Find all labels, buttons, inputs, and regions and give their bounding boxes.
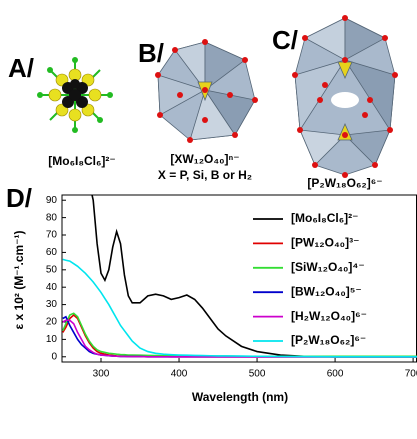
panel-label: B/ (138, 38, 164, 68)
y-tick-label: 30 (46, 299, 58, 310)
data-line (62, 319, 417, 358)
legend-label: [PW₁₂O₄₀]³⁻ (291, 236, 359, 250)
legend-label: [Mo₆I₈Cl₆]²⁻ (291, 211, 359, 225)
x-tick-label: 400 (171, 369, 188, 380)
panel-label: A/ (8, 53, 34, 83)
y-tick-label: 80 (46, 212, 58, 223)
formula: [P₂W₁₈O₆₂]⁶⁻ (307, 176, 382, 190)
legend-label: [BW₁₂O₄₀]⁵⁻ (291, 284, 362, 298)
plot-area (62, 195, 417, 358)
data-line (91, 195, 417, 358)
y-tick-label: 90 (46, 195, 58, 206)
panel-label: D/ (6, 183, 32, 213)
y-tick-label: 20 (46, 317, 58, 328)
x-axis-label: Wavelength (nm) (192, 390, 288, 404)
legend-label: [P₂W₁₈O₆₂]⁶⁻ (291, 333, 366, 347)
x-tick-label: 300 (93, 369, 110, 380)
x-tick-label: 700 (405, 369, 417, 380)
x-tick-label: 600 (327, 369, 344, 380)
y-tick-label: 40 (46, 282, 58, 293)
formula: [XW₁₂O₄₀]ⁿ⁻ (170, 152, 239, 166)
y-tick-label: 10 (46, 334, 58, 345)
y-tick-label: 70 (46, 230, 58, 241)
structure-c (292, 15, 398, 178)
y-tick-label: 60 (46, 247, 58, 258)
legend-label: [SiW₁₂O₄₀]⁴⁻ (291, 260, 365, 274)
x-tick-label: 500 (249, 369, 266, 380)
legend-label: [H₂W₁₂O₄₀]⁶⁻ (291, 309, 367, 323)
formula: X = P, Si, B or H₂ (158, 168, 252, 182)
data-line (62, 258, 417, 358)
structure-a (37, 57, 113, 133)
y-tick-label: 50 (46, 264, 58, 275)
y-axis-label: ε x 10² (M⁻¹.cm⁻¹) (12, 230, 26, 329)
structure-b (155, 39, 258, 143)
formula: [Mo₆I₈Cl₆]²⁻ (48, 154, 116, 168)
panel-label: C/ (272, 25, 298, 55)
y-tick-label: 0 (51, 351, 57, 362)
